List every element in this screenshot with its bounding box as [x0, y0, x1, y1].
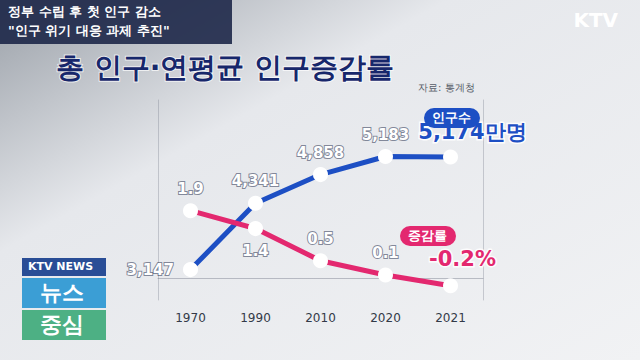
svg-text:KTV NEWS: KTV NEWS — [28, 260, 93, 273]
svg-text:뉴스: 뉴스 — [40, 280, 84, 305]
svg-text:1.9: 1.9 — [177, 180, 204, 198]
svg-text:2020: 2020 — [370, 311, 401, 325]
svg-text:0.5: 0.5 — [307, 230, 334, 248]
svg-text:5,183: 5,183 — [362, 126, 409, 144]
svg-text:2021: 2021 — [435, 311, 466, 325]
svg-text:총 인구·연평균 인구증감률: 총 인구·연평균 인구증감률 — [56, 51, 394, 84]
svg-text:4,341: 4,341 — [232, 172, 279, 190]
svg-text:인구수: 인구수 — [432, 110, 471, 125]
svg-text:0.1: 0.1 — [372, 244, 399, 262]
svg-text:중심: 중심 — [40, 312, 84, 337]
svg-text:자료: 통계청: 자료: 통계청 — [418, 82, 475, 93]
svg-text:증감률: 증감률 — [408, 228, 447, 243]
svg-text:3,147: 3,147 — [127, 261, 174, 279]
svg-text:정부 수립 후 첫 인구 감소: 정부 수립 후 첫 인구 감소 — [8, 4, 161, 19]
svg-text:5,174만명: 5,174만명 — [418, 120, 527, 144]
svg-text:KTV: KTV — [573, 8, 618, 32]
svg-text:1.4: 1.4 — [242, 242, 269, 260]
svg-text:2010: 2010 — [305, 311, 336, 325]
svg-text:-0.2%: -0.2% — [429, 247, 496, 271]
svg-text:1990: 1990 — [240, 311, 271, 325]
svg-text:1970: 1970 — [175, 311, 206, 325]
svg-text:"인구 위기 대응 과제 추진": "인구 위기 대응 과제 추진" — [8, 23, 170, 38]
svg-text:4,858: 4,858 — [297, 144, 344, 162]
